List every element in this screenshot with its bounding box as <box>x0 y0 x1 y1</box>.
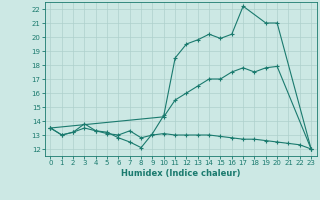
X-axis label: Humidex (Indice chaleur): Humidex (Indice chaleur) <box>121 169 241 178</box>
